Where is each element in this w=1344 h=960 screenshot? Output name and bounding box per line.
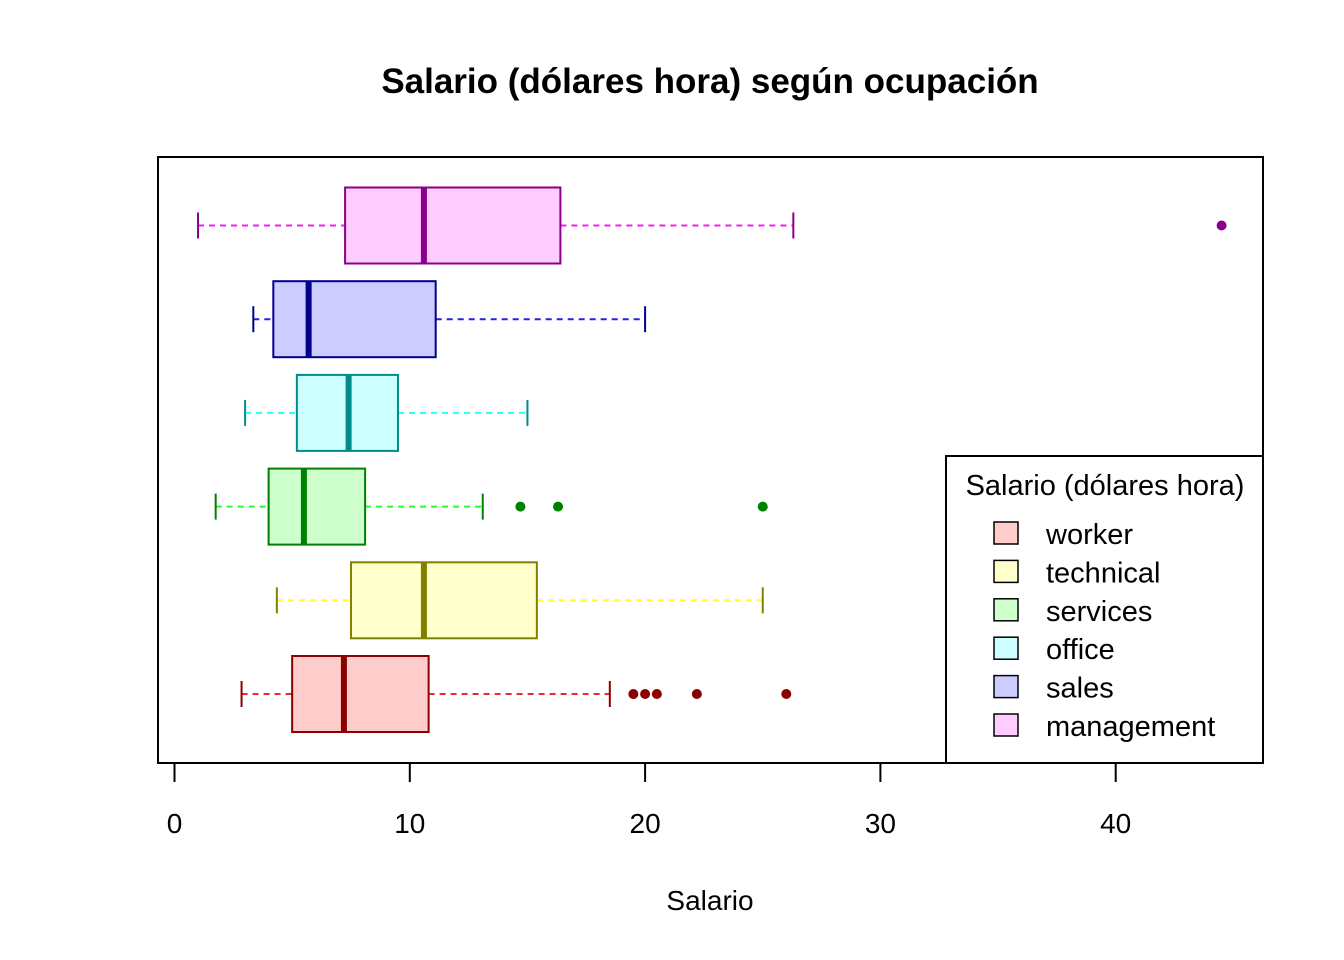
outlier-point [651,689,662,699]
legend-label-technical: technical [1046,557,1160,589]
outlier-point [691,689,702,699]
legend-swatch-technical [993,559,1019,584]
outlier-point [628,689,639,699]
iqr-box [267,467,367,546]
iqr-box [272,280,437,359]
x-tick-label: 30 [865,808,896,839]
outlier-point [553,501,564,512]
x-axis-label: Salario [666,885,753,916]
x-tick-label: 0 [167,808,183,839]
outlier-point [1216,220,1227,231]
legend-title: Salario (dólares hora) [966,470,1245,502]
box-worker [240,655,792,733]
legend-label-worker: worker [1045,519,1133,551]
legend-label-services: services [1046,596,1152,628]
chart-title: Salario (dólares hora) según ocupación [381,62,1038,101]
legend-items: worker technical services office sales manage… [993,519,1215,743]
iqr-box [291,655,430,733]
x-axis: 0 10 20 30 40 [167,762,1131,839]
legend-swatch-management [993,713,1019,737]
legend: Salario (dólares hora) worker technical se… [945,455,1264,764]
legend-swatch-services [993,598,1019,622]
legend-label-office: office [1046,634,1115,666]
iqr-box [349,561,538,640]
box-technical [275,561,764,640]
legend-label-management: management [1046,711,1215,743]
box-management [197,186,1227,265]
legend-swatch-worker [993,521,1019,545]
iqr-box [344,186,562,265]
outlier-point [781,689,792,699]
outlier-point [640,689,651,699]
outlier-point [515,501,526,512]
box-services [214,467,768,546]
outlier-point [757,501,768,512]
legend-label-sales: sales [1046,673,1114,705]
x-tick-label: 10 [394,808,425,839]
boxes-group [197,186,1227,733]
box-office [244,373,529,452]
legend-swatch-sales [993,674,1019,699]
box-sales [252,280,647,359]
x-tick-label: 20 [630,808,661,839]
x-tick-label: 40 [1100,808,1131,839]
legend-swatch-office [993,636,1019,660]
